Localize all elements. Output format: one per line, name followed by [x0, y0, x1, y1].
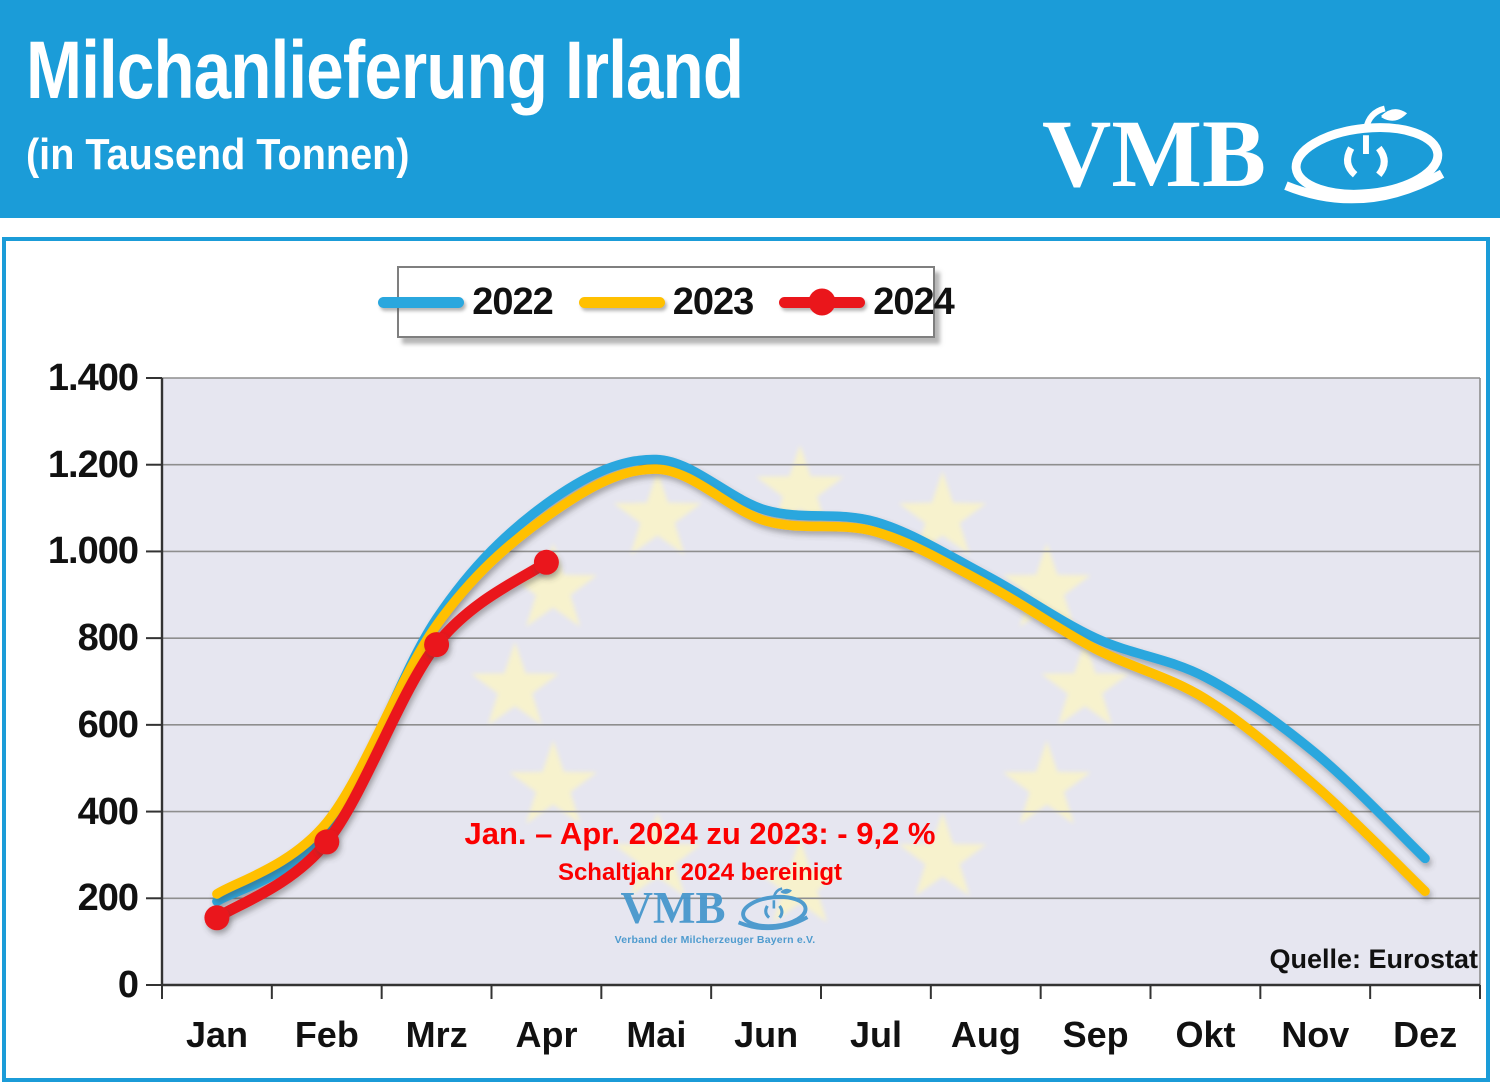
legend-label: 2024	[873, 280, 955, 323]
y-axis-label: 800	[77, 617, 139, 660]
y-axis-label: 400	[77, 790, 139, 833]
y-axis-label: 200	[77, 877, 139, 920]
y-axis-label: 1.000	[47, 530, 139, 573]
x-axis-label: Mai	[626, 1014, 687, 1055]
page-title: Milchanlieferung Irland	[26, 25, 744, 116]
annotation-comparison: Jan. – Apr. 2024 zu 2023: - 9,2 %	[464, 816, 936, 851]
legend-item-2022: 2022	[378, 280, 554, 324]
x-axis-label: Aug	[950, 1014, 1021, 1055]
legend-swatch-2023	[578, 296, 665, 308]
legend-label: 2023	[672, 280, 755, 323]
y-axis-label: 1.400	[47, 357, 139, 399]
legend-swatch-2024	[779, 288, 866, 316]
vmb-watermark: VMB Verband der Milcherzeuger Bayern e.V…	[565, 886, 865, 947]
page-subtitle: (in Tausend Tonnen)	[26, 130, 410, 179]
annotation-note: Schaltjahr 2024 bereinigt	[557, 859, 843, 886]
legend-swatch-2022	[378, 296, 465, 308]
y-axis-label: 600	[77, 703, 139, 746]
vmb-swirl-icon	[1280, 104, 1448, 204]
source-label: Quelle: Eurostat	[1269, 944, 1478, 974]
x-axis-label: Apr	[515, 1014, 578, 1055]
x-axis-label: Dez	[1393, 1014, 1458, 1055]
x-axis-label: Jan	[185, 1014, 249, 1055]
legend-marker-dot	[808, 288, 836, 316]
x-axis-label: Sep	[1062, 1014, 1129, 1055]
vmb-logo-text: VMB	[1042, 100, 1266, 207]
x-axis-label: Okt	[1175, 1014, 1236, 1055]
legend-item-2024: 2024	[779, 280, 955, 324]
y-axis-label: 0	[117, 964, 139, 1006]
x-axis-label: Jul	[849, 1014, 902, 1055]
vmb-logo: VMB	[1042, 104, 1448, 204]
x-axis-label: Mrz	[405, 1014, 468, 1055]
legend-label: 2022	[472, 280, 554, 323]
vmb-swirl-icon	[736, 886, 810, 931]
y-axis-label: 1.200	[47, 443, 139, 486]
x-axis-label: Nov	[1281, 1014, 1350, 1055]
x-axis-label: Feb	[294, 1014, 359, 1055]
header-banner: Milchanlieferung Irland (in Tausend Tonn…	[0, 0, 1500, 218]
chart-legend: 2022 2023 2024	[378, 266, 955, 338]
vmb-watermark-row: VMB	[565, 886, 865, 931]
legend-item-2023: 2023	[578, 280, 755, 324]
vmb-watermark-subtext: Verband der Milcherzeuger Bayern e.V.	[614, 934, 816, 946]
vmb-watermark-text: VMB	[620, 883, 726, 933]
x-axis-label: Jun	[734, 1014, 799, 1055]
